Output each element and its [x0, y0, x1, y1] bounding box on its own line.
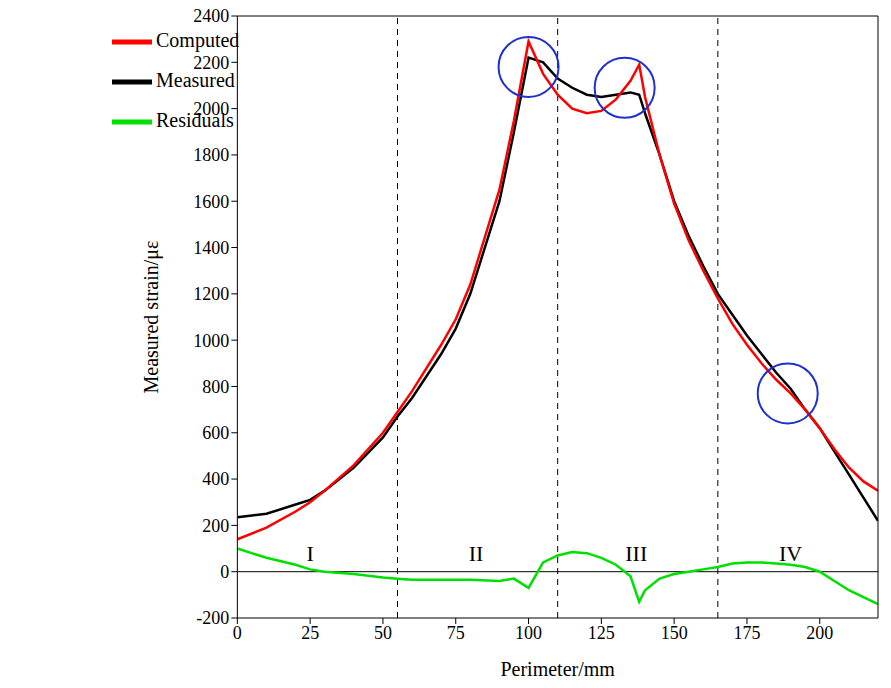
svg-text:1800: 1800 — [193, 145, 229, 165]
svg-text:100: 100 — [515, 623, 542, 643]
svg-text:2200: 2200 — [193, 53, 229, 73]
svg-text:125: 125 — [588, 623, 615, 643]
svg-text:175: 175 — [733, 623, 760, 643]
svg-text:800: 800 — [202, 377, 229, 397]
svg-text:150: 150 — [661, 623, 688, 643]
svg-text:1000: 1000 — [193, 331, 229, 351]
svg-text:I: I — [306, 541, 313, 566]
svg-text:25: 25 — [301, 623, 319, 643]
svg-text:Measured strain/με: Measured strain/με — [140, 241, 163, 394]
svg-text:IV: IV — [779, 541, 802, 566]
svg-text:1600: 1600 — [193, 192, 229, 212]
svg-text:2400: 2400 — [193, 6, 229, 26]
svg-text:50: 50 — [374, 623, 392, 643]
svg-text:-200: -200 — [196, 608, 229, 628]
svg-text:400: 400 — [202, 469, 229, 489]
svg-text:III: III — [625, 541, 647, 566]
svg-text:1200: 1200 — [193, 284, 229, 304]
svg-text:0: 0 — [220, 562, 229, 582]
svg-text:2000: 2000 — [193, 99, 229, 119]
svg-text:II: II — [469, 541, 484, 566]
svg-text:200: 200 — [806, 623, 833, 643]
svg-text:200: 200 — [202, 516, 229, 536]
svg-text:0: 0 — [233, 623, 242, 643]
svg-text:75: 75 — [447, 623, 465, 643]
svg-text:Perimeter/mm: Perimeter/mm — [500, 658, 615, 680]
svg-text:600: 600 — [202, 423, 229, 443]
svg-text:1400: 1400 — [193, 238, 229, 258]
